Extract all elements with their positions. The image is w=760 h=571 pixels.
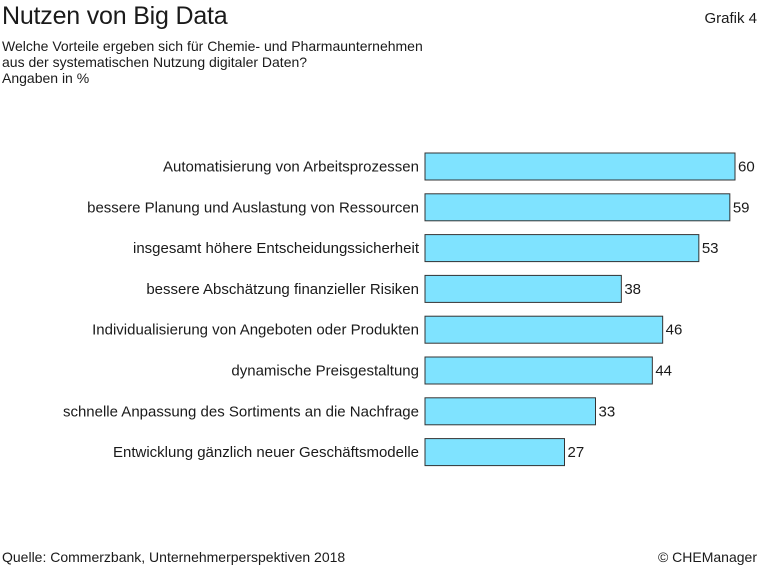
chart-subtitle: Welche Vorteile ergeben sich für Chemie-…: [2, 38, 602, 86]
value-label: 33: [599, 403, 616, 420]
category-label: Entwicklung gänzlich neuer Geschäftsmode…: [113, 444, 419, 461]
value-label: 44: [655, 363, 672, 380]
category-label: bessere Planung und Auslastung von Resso…: [87, 199, 419, 216]
bar: [424, 234, 700, 263]
bar: [424, 152, 736, 181]
source-note: Quelle: Commerzbank, Unternehmerperspekt…: [2, 549, 346, 565]
bar: [424, 438, 565, 467]
value-label: 60: [738, 159, 755, 176]
bar-chart: Automatisierung von Arbeitsprozessen 60 be…: [63, 152, 755, 467]
copyright-note: © CHEManager: [657, 549, 757, 565]
bar: [424, 397, 596, 426]
bar: [424, 315, 664, 344]
value-label: 27: [568, 444, 585, 461]
subtitle-unit: Angaben in %: [2, 70, 90, 86]
category-label: Individualisierung von Angeboten oder Pr…: [92, 322, 419, 339]
figure-number: Grafik 4: [704, 10, 757, 27]
category-label: Automatisierung von Arbeitsprozessen: [163, 159, 419, 176]
value-label: 38: [624, 281, 641, 298]
chart-title: Nutzen von Big Data: [2, 2, 228, 30]
bar: [424, 193, 731, 222]
category-label: bessere Abschätzung finanzieller Risiken: [146, 281, 419, 298]
subtitle-line: Welche Vorteile ergeben sich für Chemie-…: [2, 38, 423, 54]
category-label: schnelle Anpassung des Sortiments an die…: [63, 403, 419, 420]
value-label: 59: [733, 199, 750, 216]
category-label: insgesamt höhere Entscheidungssicherheit: [133, 240, 420, 257]
bar: [424, 356, 653, 385]
value-label: 46: [666, 322, 683, 339]
subtitle-line: aus der systematischen Nutzung digitaler…: [2, 54, 308, 70]
value-label: 53: [702, 240, 719, 257]
category-label: dynamische Preisgestaltung: [231, 363, 419, 380]
bar: [424, 274, 622, 303]
